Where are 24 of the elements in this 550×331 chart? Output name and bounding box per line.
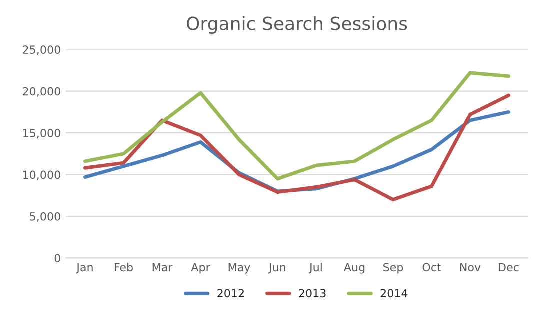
x-tick-label: Apr <box>191 263 210 274</box>
x-tick-label: Dec <box>499 263 519 272</box>
x-tick-label: May <box>228 263 250 274</box>
x-tick-label: Oct <box>422 263 442 272</box>
x-tick-label: Mar <box>152 263 173 272</box>
x-tick-label: Nov <box>460 263 481 272</box>
y-tick-label: 5,000 <box>30 212 60 222</box>
y-tick-label: 25,000 <box>23 46 60 56</box>
chart-title: Organic Search Sessions <box>187 16 408 34</box>
y-tick-label: 0 <box>54 254 60 263</box>
x-tick-label: Feb <box>115 263 133 272</box>
y-tick-label: 20,000 <box>23 87 60 97</box>
x-tick-label: Jan <box>76 263 93 274</box>
x-tick-label: Jul <box>308 263 322 274</box>
line-series <box>84 94 510 202</box>
x-tick-label: Sep <box>384 263 404 274</box>
legend-label: 2014 <box>380 289 408 298</box>
x-tick-label: Aug <box>344 263 365 274</box>
x-tick-label: Jun <box>268 263 286 274</box>
y-tick-label: 15,000 <box>23 129 60 139</box>
legend-label: 2013 <box>299 289 326 298</box>
y-tick-label: 10,000 <box>23 170 60 180</box>
legend-label: 2012 <box>218 289 244 298</box>
line-series <box>84 71 510 181</box>
